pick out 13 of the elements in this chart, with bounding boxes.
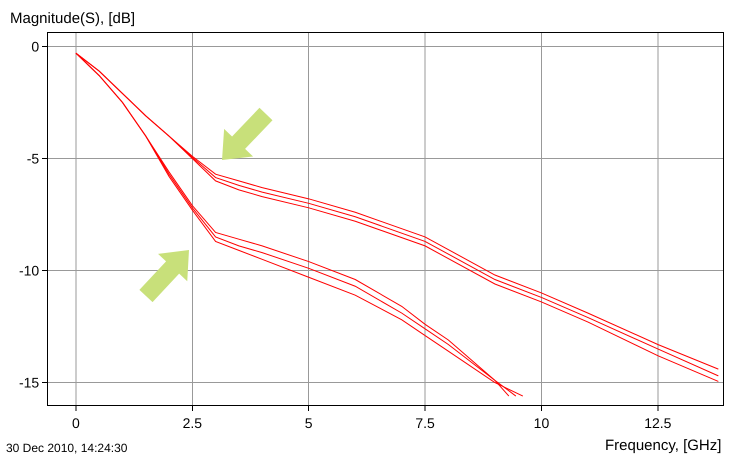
text: 30 Dec 2010, 14:24:30 bbox=[6, 441, 128, 455]
x-tick-label: 5 bbox=[304, 414, 313, 431]
x-tick-label: 2.5 bbox=[182, 414, 202, 431]
x-tick-label: 10 bbox=[534, 414, 550, 431]
x-tick-label: 12.5 bbox=[644, 414, 672, 431]
x-tick-label: 7.5 bbox=[415, 414, 436, 431]
x-axis-title: Frequency, [GHz] bbox=[605, 437, 722, 454]
x-tick-label: 0 bbox=[72, 414, 80, 431]
y-tick-label: -5 bbox=[26, 150, 40, 166]
y-tick-label: 0 bbox=[31, 38, 40, 54]
y-axis-title: Magnitude(S), [dB] bbox=[10, 10, 136, 27]
y-tick-label: -15 bbox=[18, 374, 40, 390]
y-tick-label: -10 bbox=[18, 262, 40, 278]
